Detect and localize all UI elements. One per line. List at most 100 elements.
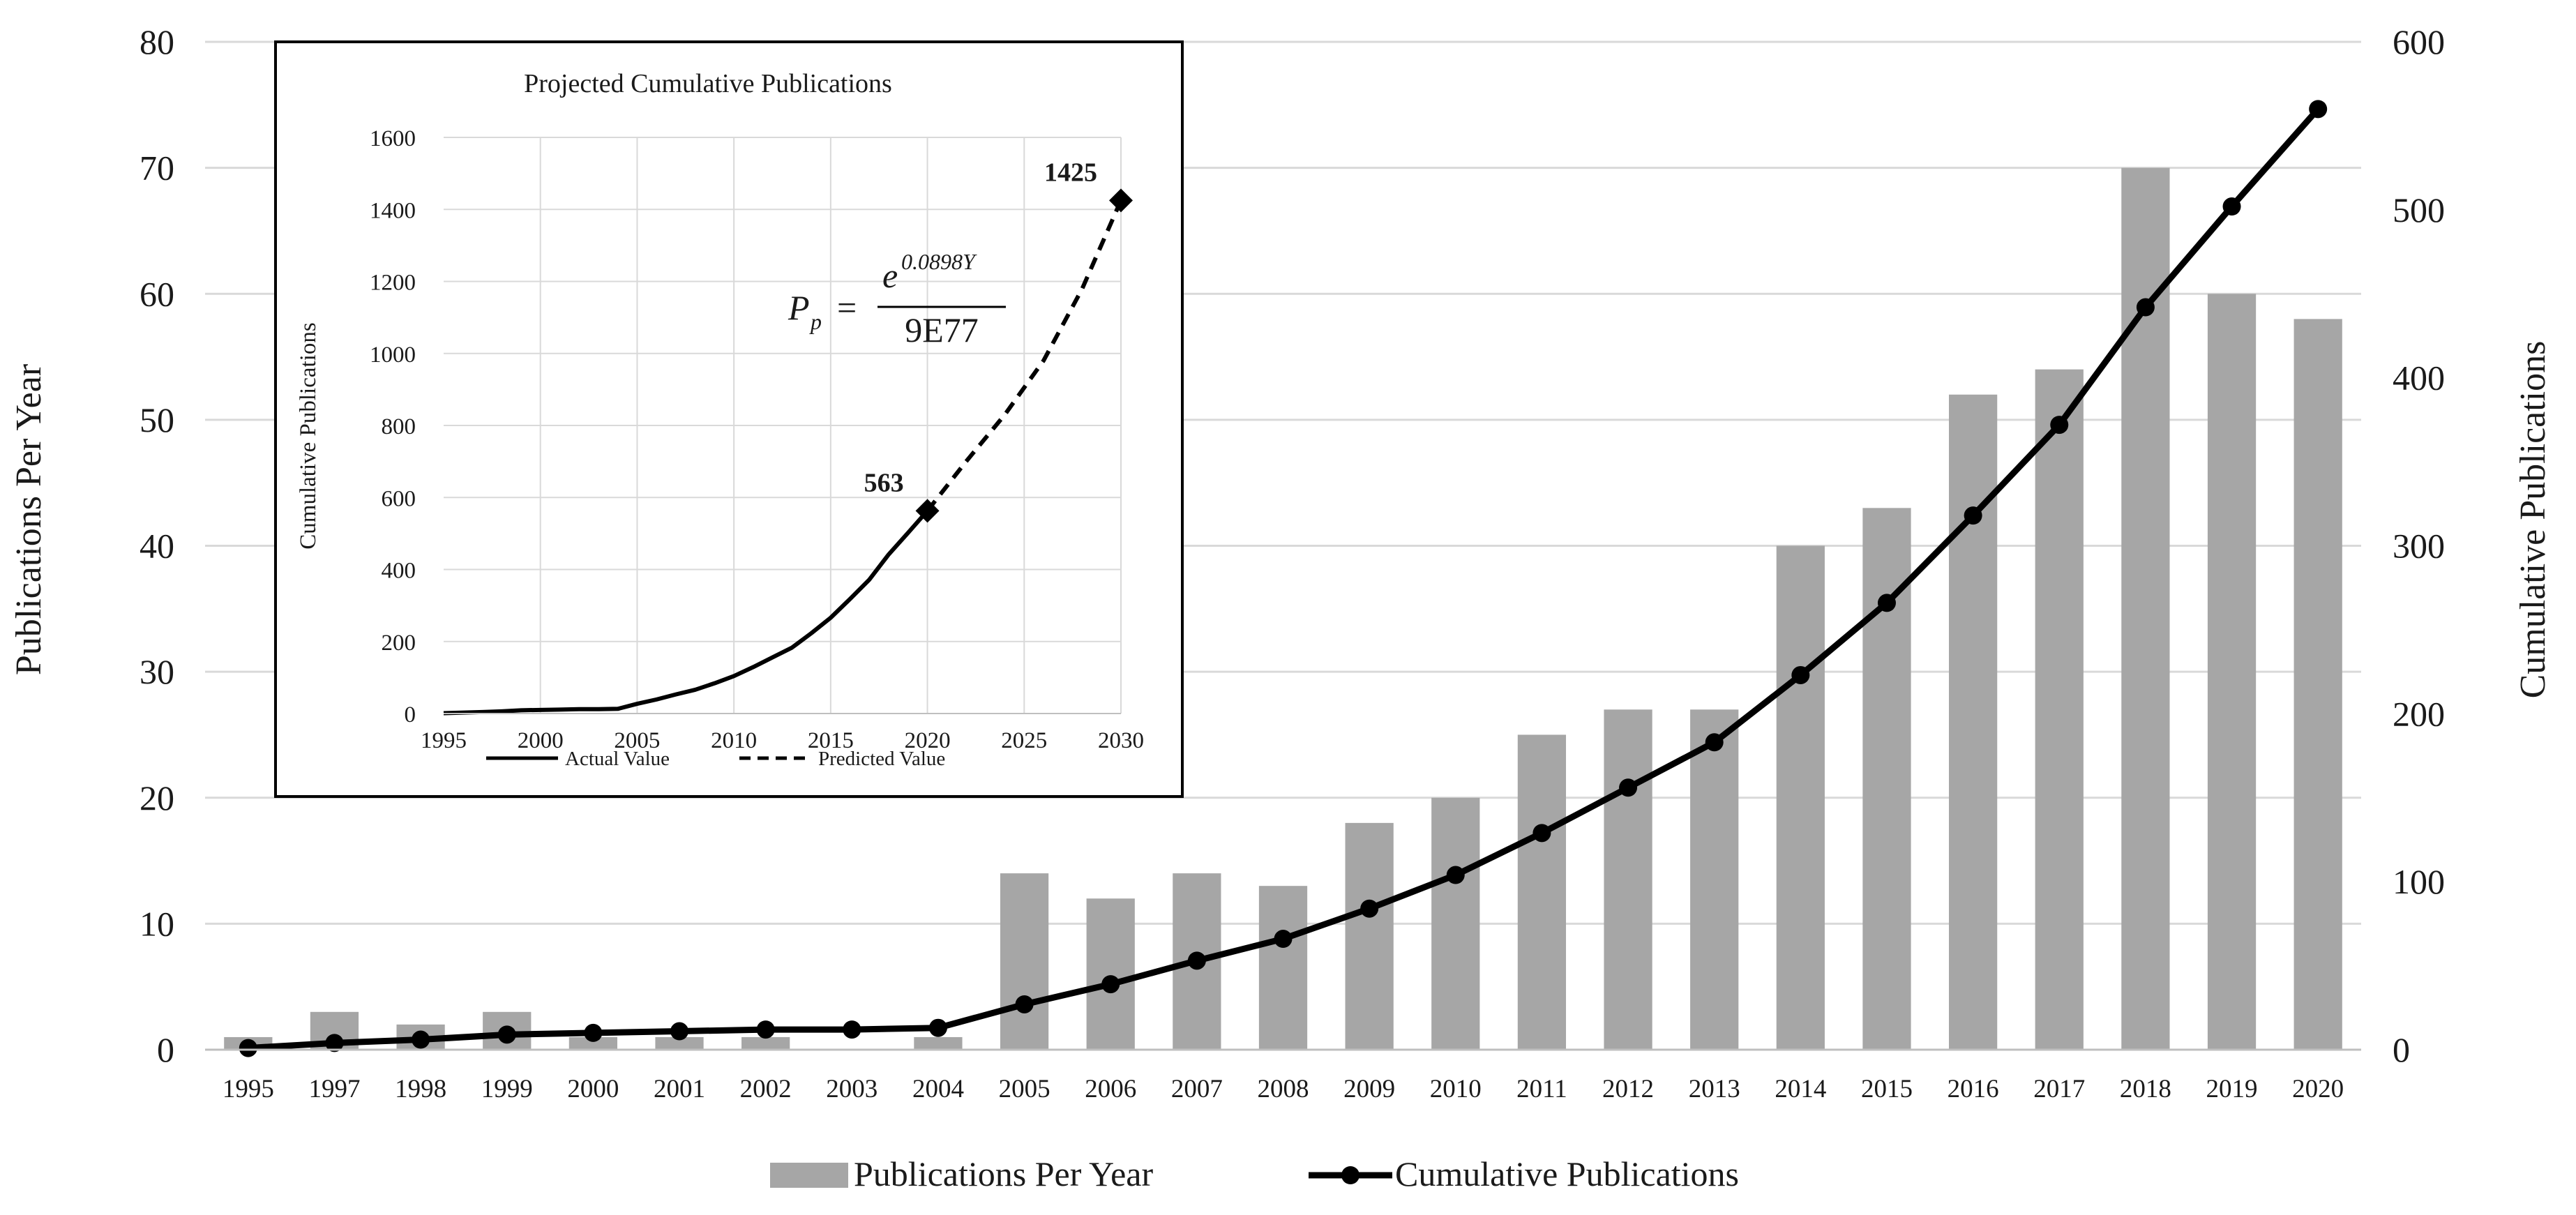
inset-chart: Projected Cumulative Publications 563 142… bbox=[274, 40, 1184, 798]
cumulative-point bbox=[1274, 930, 1293, 949]
bar bbox=[1258, 886, 1308, 1050]
cumulative-point bbox=[1964, 506, 1982, 525]
bar bbox=[914, 1036, 963, 1050]
equation-lhs: P bbox=[788, 288, 810, 327]
x-tick-label: 2002 bbox=[740, 1075, 792, 1103]
bar bbox=[1690, 709, 1739, 1050]
inset-y-tick-label: 1600 bbox=[370, 126, 416, 151]
inset-legend-label-actual: Actual Value bbox=[565, 748, 670, 770]
inset-x-tick-label: 2030 bbox=[1098, 728, 1144, 753]
left-tick-label: 70 bbox=[140, 149, 174, 188]
inset-x-tick-label: 1995 bbox=[421, 728, 467, 753]
inset-y-axis-title: Cumulative Publications bbox=[296, 322, 321, 549]
inset-title: Projected Cumulative Publications bbox=[524, 69, 892, 98]
bar bbox=[2035, 369, 2084, 1050]
cumulative-point bbox=[843, 1020, 861, 1039]
x-tick-label: 2003 bbox=[826, 1075, 878, 1103]
inset-equation: P p = e 0.0898Y 9E77 bbox=[788, 249, 1006, 349]
legend-swatch-bars bbox=[770, 1163, 848, 1188]
main-cumulative-line bbox=[239, 100, 2328, 1057]
right-tick-label: 600 bbox=[2393, 22, 2445, 61]
bar bbox=[1345, 822, 1394, 1050]
inset-annotation-marker bbox=[915, 499, 940, 523]
x-tick-label: 2014 bbox=[1775, 1075, 1826, 1103]
cumulative-point bbox=[2222, 197, 2241, 216]
cumulative-point bbox=[239, 1039, 257, 1057]
x-tick-label: 1997 bbox=[308, 1075, 360, 1103]
x-tick-label: 2001 bbox=[654, 1075, 705, 1103]
right-axis-title: Cumulative Publications bbox=[2513, 341, 2553, 699]
x-tick-label: 2015 bbox=[1861, 1075, 1913, 1103]
inset-x-tick-label: 2000 bbox=[518, 728, 564, 753]
right-tick-label: 300 bbox=[2393, 527, 2445, 566]
bar bbox=[1086, 898, 1135, 1050]
x-tick-label: 1998 bbox=[395, 1075, 446, 1103]
bar bbox=[1604, 709, 1652, 1050]
inset-y-tick-label: 1400 bbox=[370, 198, 416, 223]
x-tick-label: 2006 bbox=[1085, 1075, 1136, 1103]
x-tick-label: 2007 bbox=[1171, 1075, 1223, 1103]
cumulative-point bbox=[1619, 778, 1638, 797]
bar bbox=[568, 1036, 617, 1050]
right-tick-label: 400 bbox=[2393, 359, 2445, 398]
cumulative-point bbox=[412, 1030, 430, 1049]
bar bbox=[1949, 394, 1998, 1050]
inset-frame bbox=[274, 40, 1184, 798]
inset-y-tick-label: 1000 bbox=[370, 342, 416, 368]
left-tick-label: 80 bbox=[140, 22, 174, 61]
legend-swatch-marker bbox=[1341, 1166, 1359, 1184]
main-legend: Publications Per Year Cumulative Publica… bbox=[770, 1154, 1739, 1193]
cumulative-point bbox=[928, 1018, 947, 1037]
inset-annotation-marker bbox=[1109, 188, 1133, 213]
inset-y-tick-label: 0 bbox=[405, 702, 416, 727]
left-tick-label: 40 bbox=[140, 527, 174, 566]
cumulative-point bbox=[1446, 866, 1465, 884]
inset-x-tick-label: 2005 bbox=[614, 728, 660, 753]
equation-denominator: 9E77 bbox=[905, 310, 979, 349]
left-axis-title: Publications Per Year bbox=[9, 364, 49, 675]
bar bbox=[1776, 545, 1825, 1050]
left-tick-label: 20 bbox=[140, 778, 174, 817]
bar bbox=[1517, 734, 1567, 1050]
inset-y-tick-label: 400 bbox=[382, 559, 416, 584]
inset-gridlines bbox=[444, 137, 1122, 714]
cumulative-point bbox=[1791, 665, 1810, 684]
inset-lines: 563 1425 bbox=[443, 158, 1133, 716]
left-tick-label: 60 bbox=[140, 274, 174, 313]
right-tick-label: 0 bbox=[2393, 1030, 2410, 1069]
x-tick-label: 2013 bbox=[1689, 1075, 1740, 1103]
legend-label-line: Cumulative Publications bbox=[1395, 1154, 1739, 1193]
cumulative-point bbox=[2050, 416, 2069, 435]
inset-y-tick-label: 600 bbox=[382, 486, 416, 511]
cumulative-point bbox=[670, 1022, 689, 1041]
inset-axes: 0 200 400 600 800 1000 1200 1400 1600 1995 2000 200… bbox=[370, 126, 1144, 753]
equation-numerator-base: e bbox=[882, 256, 898, 295]
inset-actual-line bbox=[443, 509, 929, 716]
left-tick-label: 10 bbox=[140, 904, 174, 943]
x-tick-label: 2000 bbox=[567, 1075, 619, 1103]
cumulative-point bbox=[497, 1025, 516, 1044]
equation-numerator-exponent: 0.0898Y bbox=[901, 249, 977, 274]
x-tick-label: 2020 bbox=[2292, 1075, 2344, 1103]
cumulative-point bbox=[1187, 951, 1206, 970]
cumulative-point bbox=[1015, 995, 1034, 1013]
cumulative-point bbox=[2309, 100, 2328, 119]
inset-x-tick-label: 2015 bbox=[808, 728, 854, 753]
x-tick-label: 2011 bbox=[1516, 1075, 1567, 1103]
bar bbox=[655, 1036, 704, 1050]
x-tick-label: 2005 bbox=[999, 1075, 1050, 1103]
left-tick-label: 30 bbox=[140, 652, 174, 691]
cumulative-point bbox=[2136, 298, 2155, 317]
inset-predicted-line bbox=[926, 199, 1123, 513]
x-tick-label: 2012 bbox=[1602, 1075, 1654, 1103]
inset-y-tick-label: 1200 bbox=[370, 271, 416, 296]
cumulative-point bbox=[1705, 733, 1724, 752]
x-tick-label: 2004 bbox=[912, 1075, 964, 1103]
x-tick-label: 2008 bbox=[1258, 1075, 1309, 1103]
cumulative-point bbox=[1532, 824, 1551, 843]
inset-x-tick-label: 2025 bbox=[1001, 728, 1047, 753]
x-tick-label: 2018 bbox=[2120, 1075, 2171, 1103]
inset-y-tick-label: 200 bbox=[382, 631, 416, 656]
right-tick-label: 100 bbox=[2393, 862, 2445, 901]
